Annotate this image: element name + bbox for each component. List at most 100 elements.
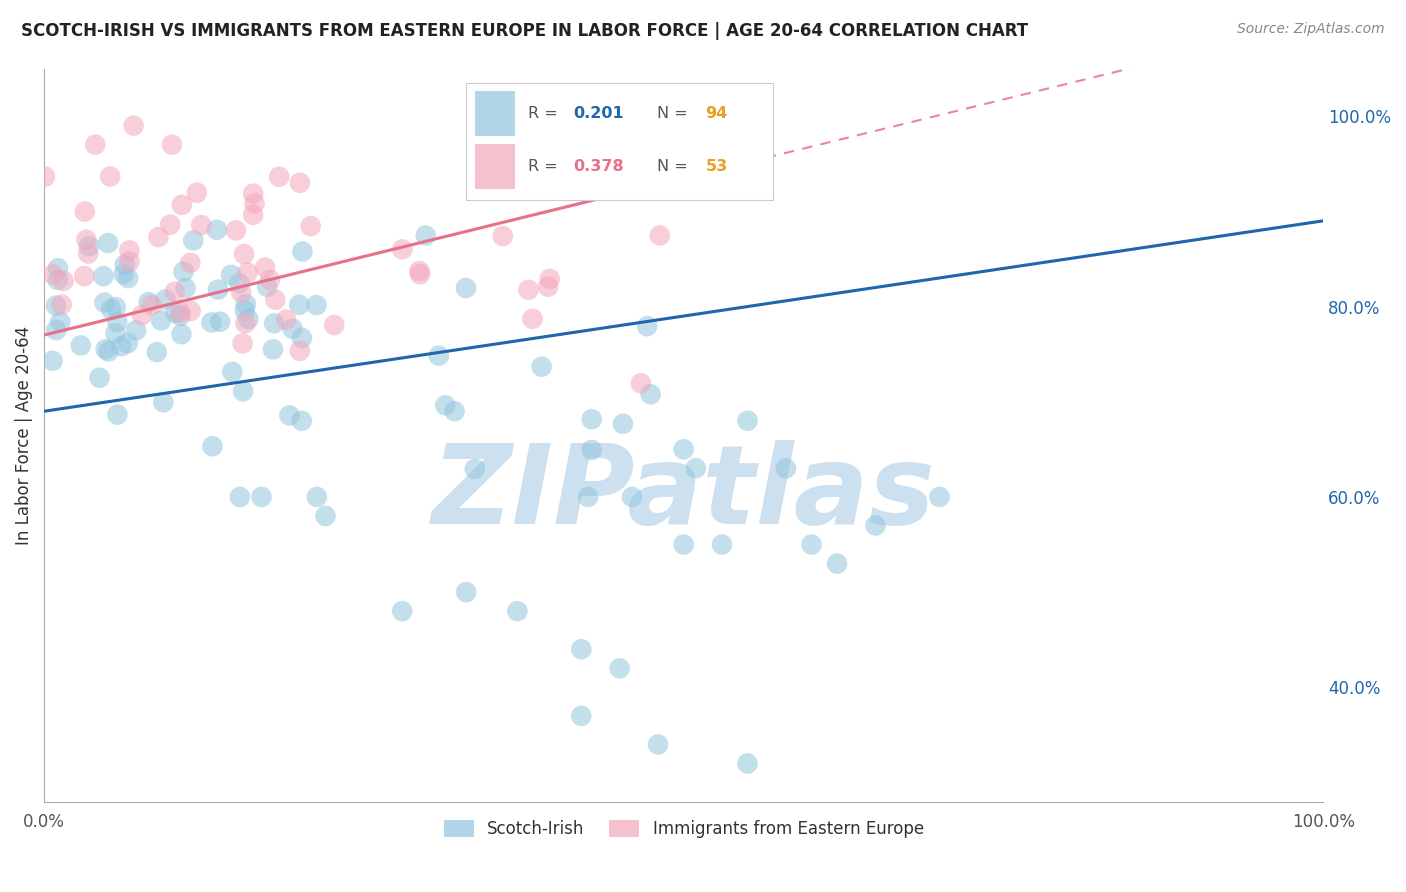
Point: [225, 223, 247, 237]
Point: [138, 295, 160, 310]
Legend: Scotch-Irish, Immigrants from Eastern Europe: Scotch-Irish, Immigrants from Eastern Eu…: [437, 813, 931, 845]
Point: [159, 218, 181, 232]
Point: [228, 276, 250, 290]
Point: [190, 218, 212, 232]
Point: [517, 283, 540, 297]
Point: [537, 279, 560, 293]
Point: [73, 269, 96, 284]
Point: [259, 273, 281, 287]
Point: [51, 297, 73, 311]
Point: [928, 490, 950, 504]
Point: [52, 274, 75, 288]
Point: [104, 300, 127, 314]
Point: [305, 490, 328, 504]
Point: [207, 283, 229, 297]
Point: [148, 230, 170, 244]
Point: [456, 585, 478, 599]
Point: [118, 244, 141, 258]
Point: [291, 414, 314, 428]
Point: [262, 343, 284, 357]
Point: [865, 518, 887, 533]
Point: [41, 353, 63, 368]
Point: [242, 208, 264, 222]
Point: [685, 461, 707, 475]
Point: [636, 319, 658, 334]
Point: [581, 442, 603, 457]
Point: [443, 404, 465, 418]
Point: [89, 370, 111, 384]
Point: [98, 169, 121, 184]
Point: [75, 233, 97, 247]
Point: [219, 268, 242, 282]
Point: [305, 298, 328, 312]
Point: [73, 204, 96, 219]
Point: [229, 490, 252, 504]
Point: [569, 642, 592, 657]
Point: [34, 169, 56, 184]
Point: [281, 322, 304, 336]
Point: [278, 409, 301, 423]
Point: [236, 266, 259, 280]
Point: [640, 387, 662, 401]
Point: [205, 223, 228, 237]
Point: [221, 365, 243, 379]
Point: [235, 297, 257, 311]
Point: [647, 738, 669, 752]
Point: [299, 219, 322, 233]
Point: [630, 376, 652, 391]
Point: [46, 261, 69, 276]
Point: [117, 271, 139, 285]
Point: [711, 537, 734, 551]
Point: [288, 176, 311, 190]
Point: [315, 508, 337, 523]
Point: [454, 281, 477, 295]
Point: [186, 186, 208, 200]
Point: [94, 343, 117, 357]
Point: [291, 331, 314, 345]
Point: [274, 312, 297, 326]
Point: [427, 349, 450, 363]
Point: [288, 343, 311, 358]
Point: [155, 293, 177, 307]
Point: [93, 295, 115, 310]
Point: [233, 247, 256, 261]
Point: [538, 272, 561, 286]
Point: [609, 661, 631, 675]
Point: [825, 557, 848, 571]
Point: [522, 311, 544, 326]
Point: [263, 317, 285, 331]
Point: [125, 324, 148, 338]
Point: [117, 336, 139, 351]
Point: [231, 285, 253, 300]
Point: [242, 186, 264, 201]
Point: [107, 408, 129, 422]
Point: [648, 228, 671, 243]
Point: [122, 119, 145, 133]
Point: [45, 323, 67, 337]
Point: [145, 345, 167, 359]
Point: [181, 234, 204, 248]
Point: [165, 306, 187, 320]
Point: [243, 196, 266, 211]
Point: [506, 604, 529, 618]
Point: [84, 137, 107, 152]
Point: [77, 239, 100, 253]
Point: [391, 243, 413, 257]
Point: [114, 258, 136, 272]
Point: [409, 267, 432, 281]
Point: [737, 414, 759, 428]
Point: [250, 490, 273, 504]
Point: [97, 235, 120, 250]
Point: [288, 298, 311, 312]
Point: [169, 309, 191, 323]
Point: [235, 316, 257, 330]
Point: [200, 315, 222, 329]
Point: [93, 269, 115, 284]
Point: [152, 395, 174, 409]
Point: [169, 305, 191, 319]
Point: [77, 246, 100, 260]
Point: [569, 709, 592, 723]
Point: [492, 229, 515, 244]
Point: [170, 198, 193, 212]
Point: [232, 336, 254, 351]
